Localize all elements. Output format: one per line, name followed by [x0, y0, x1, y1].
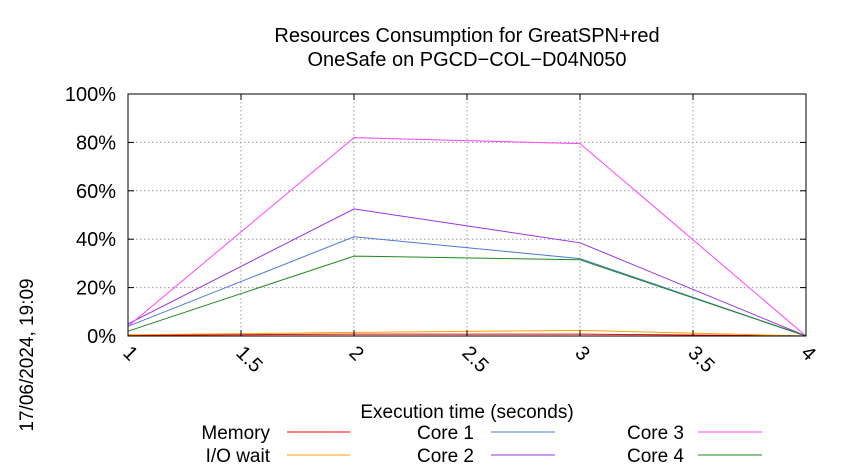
series-line-core-4 [127, 255, 807, 337]
x-axis-title: Execution time (seconds) [360, 402, 573, 423]
x-tick-label: 2.5 [457, 342, 492, 377]
y-tick-label: 100% [65, 84, 116, 106]
legend-label: I/O wait [206, 446, 271, 467]
x-tick-label: 4 [796, 342, 819, 365]
grid [128, 94, 806, 336]
y-tick-label: 60% [76, 181, 116, 203]
legend-label: Core 3 [627, 423, 684, 444]
x-tick-label: 2 [344, 342, 367, 365]
y-tick-label: 80% [76, 132, 116, 154]
legend-label: Memory [201, 423, 270, 444]
legend-label: Core 2 [417, 446, 474, 467]
x-tick-label: 3 [570, 342, 593, 365]
x-tick-label: 1.5 [231, 342, 266, 377]
series-line-core-2 [127, 208, 807, 337]
y-tick-label: 0% [87, 326, 116, 348]
chart-title-line-2: OneSafe on PGCD−COL−D04N050 [307, 49, 626, 71]
chart-title-line-1: Resources Consumption for GreatSPN+red [274, 25, 659, 47]
x-tick-label: 3.5 [683, 342, 718, 377]
x-tick-label: 1 [118, 342, 141, 365]
legend-label: Core 1 [417, 423, 474, 444]
timestamp-label: 17/06/2024, 19:09 [17, 278, 38, 431]
legend-label: Core 4 [627, 446, 684, 467]
series-line-core-1 [127, 236, 807, 337]
y-tick-label: 40% [76, 229, 116, 251]
series-line-core-3 [127, 137, 807, 337]
y-tick-label: 20% [76, 278, 116, 300]
